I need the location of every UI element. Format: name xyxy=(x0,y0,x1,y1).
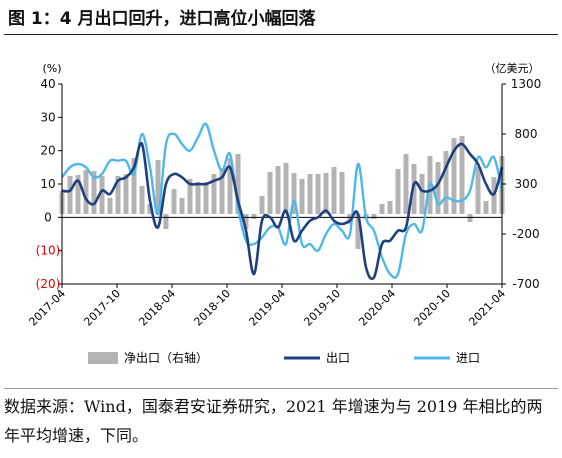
x-tick-label: 2020-04 xyxy=(356,287,398,329)
source-note: 数据来源：Wind，国泰君安证券研究，2021 年增速为与 2019 年相比的两… xyxy=(4,397,543,445)
net-exports-bar xyxy=(419,174,425,214)
x-tick-label: 2019-10 xyxy=(301,287,343,329)
source-rule xyxy=(4,388,558,389)
x-tick-label: 2017-04 xyxy=(26,287,68,329)
x-tick-label: 2020-10 xyxy=(411,287,453,329)
net-exports-bars xyxy=(59,136,505,249)
x-tick-label: 2019-04 xyxy=(246,287,288,329)
net-exports-bar xyxy=(435,162,441,214)
net-exports-bar xyxy=(91,171,97,214)
net-exports-bar xyxy=(339,172,345,214)
net-exports-bar xyxy=(163,214,169,229)
legend-label-imports: 进口 xyxy=(456,351,480,365)
net-exports-bar xyxy=(475,167,481,214)
net-exports-bar xyxy=(331,167,337,214)
x-tick-label: 2021-04 xyxy=(466,287,508,329)
x-tick-label: 2017-10 xyxy=(81,287,123,329)
net-exports-bar xyxy=(395,169,401,214)
net-exports-bar xyxy=(251,214,257,219)
net-exports-bar xyxy=(379,204,385,214)
net-exports-bar xyxy=(219,168,225,214)
x-tick-label: 2018-04 xyxy=(136,287,178,329)
net-exports-bar xyxy=(275,166,281,214)
net-exports-bar xyxy=(115,176,121,214)
net-exports-bar xyxy=(107,198,113,214)
left-tick-label: 20 xyxy=(40,144,55,158)
net-exports-bar xyxy=(459,136,465,214)
net-exports-bar xyxy=(155,160,161,214)
net-exports-bar xyxy=(99,176,105,214)
net-exports-bar xyxy=(75,175,81,214)
legend: 净出口（右轴） 出口 进口 xyxy=(88,350,480,365)
net-exports-bar xyxy=(411,164,417,214)
net-exports-bar xyxy=(195,182,201,214)
left-axis-unit: (%) xyxy=(42,62,61,75)
left-tick-label: 30 xyxy=(40,110,55,124)
net-exports-bar xyxy=(211,174,217,214)
net-exports-bar xyxy=(443,151,449,214)
net-exports-bar xyxy=(259,196,265,214)
legend-label-exports: 出口 xyxy=(326,351,350,365)
net-exports-bar xyxy=(67,176,73,214)
net-exports-bar xyxy=(83,170,89,214)
net-exports-bar xyxy=(131,158,137,214)
right-tick-label: 1300 xyxy=(511,77,542,91)
net-exports-bar xyxy=(123,174,129,214)
net-exports-bar xyxy=(323,173,329,214)
net-exports-bar xyxy=(467,214,473,222)
title-rule xyxy=(4,34,558,35)
chart: 40 30 20 10 0 (10) (20) 1300 800 300 -200 -700 2017-… xyxy=(26,62,542,365)
right-tick-label: -700 xyxy=(512,277,539,291)
net-exports-bar xyxy=(483,201,489,214)
net-exports-bar xyxy=(371,214,377,219)
figure-title: 图 1：4 月出口回升，进口高位小幅回落 xyxy=(8,9,316,29)
exports-line xyxy=(61,141,504,281)
legend-label-net-exports: 净出口（右轴） xyxy=(124,350,208,365)
net-exports-bar xyxy=(171,189,177,214)
net-exports-bar xyxy=(147,204,153,214)
right-tick-label: -200 xyxy=(512,227,539,241)
net-exports-bar xyxy=(179,198,185,214)
net-exports-bar xyxy=(299,179,305,214)
right-tick-label: 300 xyxy=(515,177,538,191)
net-exports-bar xyxy=(187,179,193,214)
net-exports-bar xyxy=(355,214,361,249)
net-exports-bar xyxy=(291,173,297,214)
net-exports-bar xyxy=(283,163,289,214)
net-exports-bar xyxy=(203,182,209,214)
left-tick-label: 40 xyxy=(40,77,55,91)
net-exports-bar xyxy=(139,186,145,214)
right-axis-unit: （亿美元） xyxy=(485,62,540,75)
left-tick-label: 0 xyxy=(44,210,52,224)
x-tick-label: 2018-10 xyxy=(191,287,233,329)
net-exports-bar xyxy=(387,201,393,214)
net-exports-bar xyxy=(451,138,457,214)
net-exports-bar xyxy=(403,154,409,214)
net-exports-bar xyxy=(227,158,233,214)
net-exports-bar xyxy=(307,174,313,214)
net-exports-bar xyxy=(243,214,249,229)
net-exports-bar xyxy=(315,174,321,214)
right-tick-label: 800 xyxy=(515,127,538,141)
left-tick-label: 10 xyxy=(40,177,55,191)
net-exports-bar xyxy=(235,154,241,214)
imports-line xyxy=(61,122,504,279)
left-tick-label: (20) xyxy=(36,277,61,291)
legend-swatch-net-exports xyxy=(88,352,118,364)
net-exports-bar xyxy=(267,172,273,214)
left-tick-label: (10) xyxy=(36,244,61,258)
